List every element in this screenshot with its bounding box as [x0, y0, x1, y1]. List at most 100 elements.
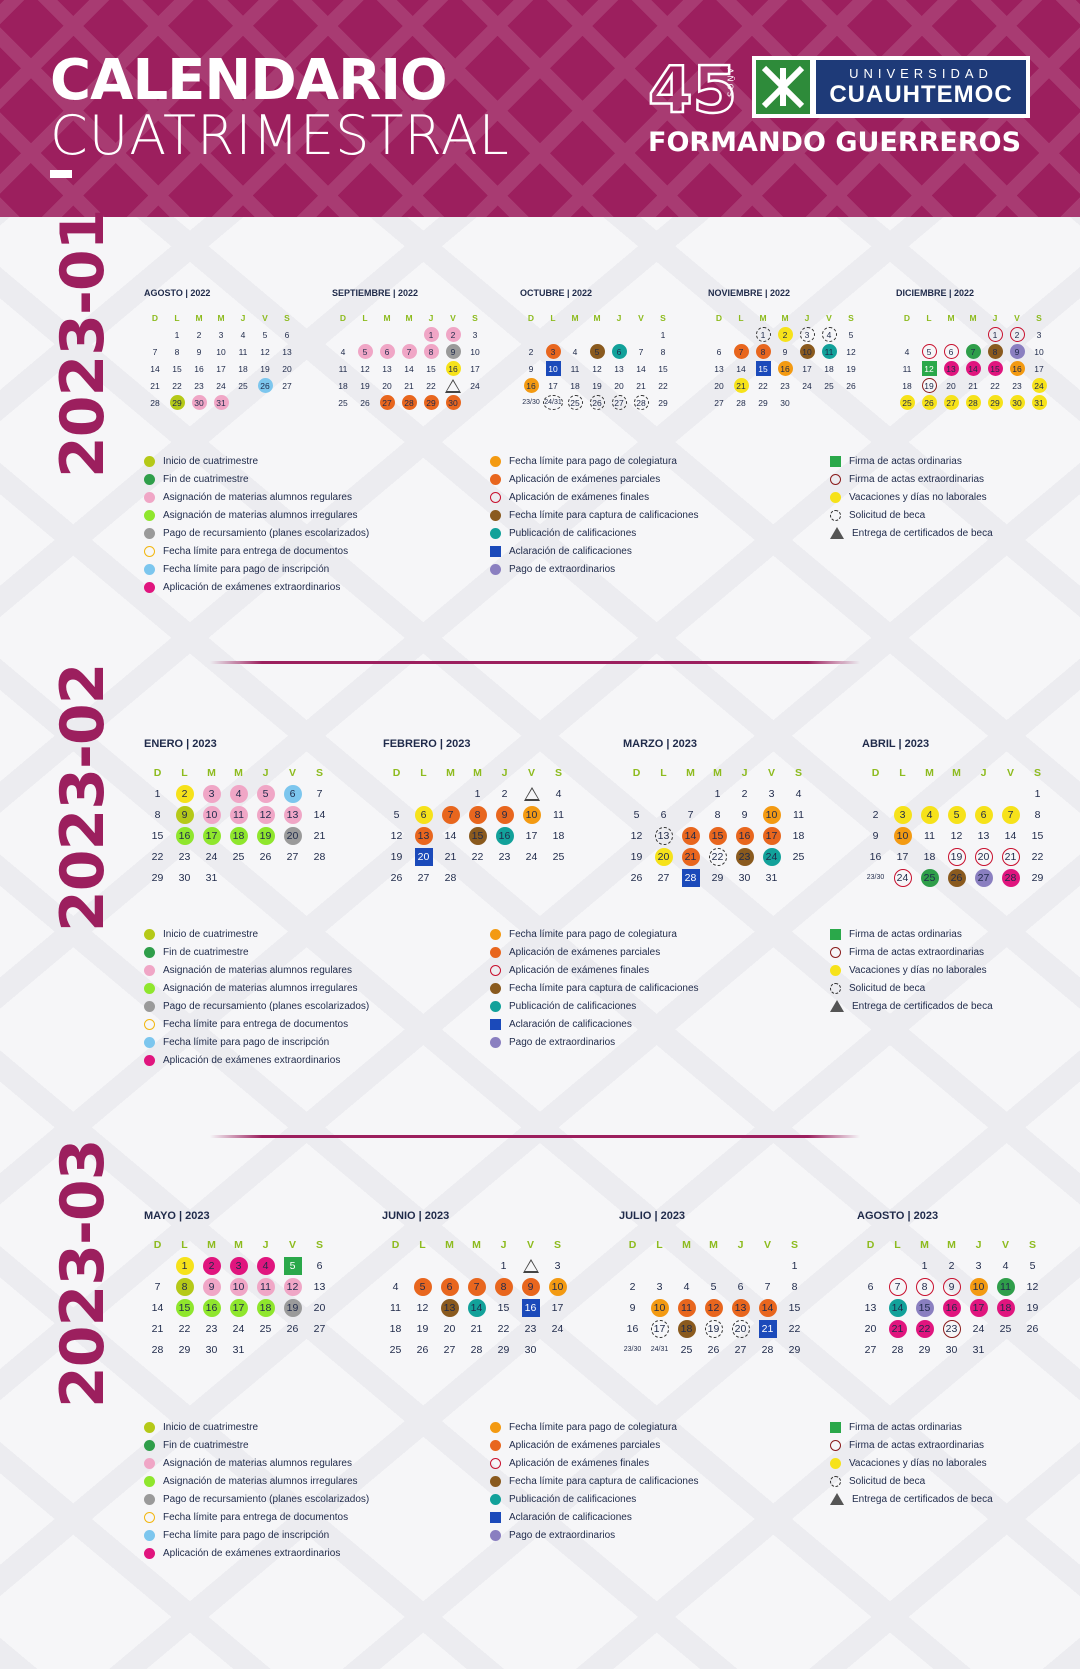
day-cell: 5: [700, 1276, 727, 1297]
day-number: 28: [633, 395, 649, 410]
day-cell: 14: [306, 804, 333, 825]
day-cell: [436, 1255, 463, 1276]
day-number: 5: [413, 1277, 432, 1296]
day-number: 17: [202, 826, 221, 845]
weekday-header: D: [715, 312, 723, 323]
weekday-header: V: [763, 1238, 771, 1251]
day-cell: [992, 1339, 1019, 1360]
day-number: 25: [338, 397, 348, 408]
month-grid: D L M M J V S 1 2 3 4 5 6 7 8 9 10 11 12 13 14 15 16 17 18 19 20 21…: [623, 762, 812, 888]
day-cell: 11: [332, 360, 354, 377]
day-number: 11: [677, 1298, 696, 1317]
day-cell: 31: [198, 867, 225, 888]
day-number: 6: [440, 1277, 459, 1296]
weekday-header: L: [899, 766, 906, 779]
day-cell: 25: [818, 377, 840, 394]
day-cell: 6: [940, 343, 962, 360]
day-number: 22: [708, 847, 727, 866]
day-number: 8: [755, 344, 771, 359]
day-cell: [1019, 1339, 1046, 1360]
day-number: 23: [205, 1322, 218, 1335]
day-number: 26: [921, 395, 937, 410]
day-number: 24: [1031, 378, 1047, 393]
day-cell: 8: [420, 343, 442, 360]
day-number: 12: [256, 805, 275, 824]
day-number: 25: [567, 395, 583, 410]
legend-label: Aclaración de calificaciones: [509, 1018, 632, 1030]
legend-label: Entrega de certificados de beca: [852, 1493, 993, 1505]
day-number: 19: [592, 380, 602, 391]
day-number: 29: [711, 871, 724, 884]
day-number: 19: [283, 1298, 302, 1317]
day-cell: 13: [279, 804, 306, 825]
legend-item: Inicio de cuatrimestre: [144, 452, 369, 470]
weekday-header: L: [660, 766, 667, 779]
day-number: 12: [283, 1277, 302, 1296]
legend-column: Inicio de cuatrimestre Fin de cuatrimestr…: [144, 925, 369, 1069]
day-cell: 29: [171, 1339, 198, 1360]
legend-label: Publicación de calificaciones: [509, 527, 637, 539]
weekday-header: D: [151, 312, 159, 323]
university-line1: UNIVERSIDAD: [849, 66, 993, 81]
day-cell: 22: [420, 377, 442, 394]
day-cell: 29: [752, 394, 774, 411]
day-cell: 21: [398, 377, 420, 394]
day-cell: 1: [911, 1255, 938, 1276]
legend-item: Asignación de materias alumnos regulares: [144, 961, 369, 979]
day-cell: [254, 394, 276, 411]
day-cell: 13: [970, 825, 997, 846]
day-number: 9: [175, 805, 194, 824]
weekday-header: M: [947, 1238, 956, 1251]
day-cell: 9: [619, 1297, 646, 1318]
day-cell: 25: [332, 394, 354, 411]
legend-label: Fecha límite para entrega de documentos: [163, 1511, 349, 1523]
day-cell: [252, 1339, 279, 1360]
day-number: 1: [987, 327, 1003, 342]
legend-item: Inicio de cuatrimestre: [144, 1418, 369, 1436]
legend-swatch-icon: [144, 928, 155, 940]
day-cell: 28: [630, 394, 652, 411]
day-number: 19: [260, 363, 270, 374]
legend-swatch-icon: [144, 1439, 155, 1451]
legend-label: Fecha límite para captura de calificacio…: [509, 509, 699, 521]
day-number: 23: [194, 380, 204, 391]
triangle-icon: [522, 1258, 539, 1273]
day-cell: [545, 867, 572, 888]
day-number: 18: [338, 380, 348, 391]
day-number: 20: [414, 847, 433, 866]
day-cell: 14: [677, 825, 704, 846]
legend-column: Fecha límite para pago de colegiatura Apl…: [490, 452, 699, 578]
day-number: 3: [202, 784, 221, 803]
day-cell: 15: [781, 1297, 808, 1318]
legend-swatch-icon: [830, 1000, 844, 1012]
day-cell: 14: [884, 1297, 911, 1318]
day-number: 19: [256, 826, 275, 845]
day-number: 15: [468, 826, 487, 845]
legend-swatch-icon: [490, 1475, 501, 1487]
day-number: 8: [154, 808, 161, 821]
day-number: 25: [899, 395, 915, 410]
weekday-header: M: [234, 766, 243, 779]
day-cell: 31: [210, 394, 232, 411]
day-number: 10: [893, 826, 912, 845]
day-cell: 29: [704, 867, 731, 888]
day-number: 14: [404, 363, 414, 374]
day-cell: 4: [896, 343, 918, 360]
day-number: 10: [762, 805, 781, 824]
day-number: 16: [777, 361, 793, 376]
weekday-header: M: [713, 766, 722, 779]
legend-item: Aclaración de calificaciones: [490, 1015, 699, 1033]
day-cell: 28: [398, 394, 420, 411]
day-number: 7: [733, 344, 749, 359]
day-cell: 18: [332, 377, 354, 394]
university-line2: CUAUHTEMOC: [829, 81, 1013, 108]
legend-swatch-icon: [830, 928, 841, 940]
day-number: 11: [229, 805, 248, 824]
weekday-header: D: [628, 1238, 637, 1251]
day-number: 25: [999, 1322, 1012, 1335]
day-number: 23: [498, 850, 511, 863]
weekday-header: J: [804, 312, 810, 323]
day-cell: [650, 783, 677, 804]
logo-anos: AÑOS: [726, 68, 736, 99]
day-cell: [940, 326, 962, 343]
